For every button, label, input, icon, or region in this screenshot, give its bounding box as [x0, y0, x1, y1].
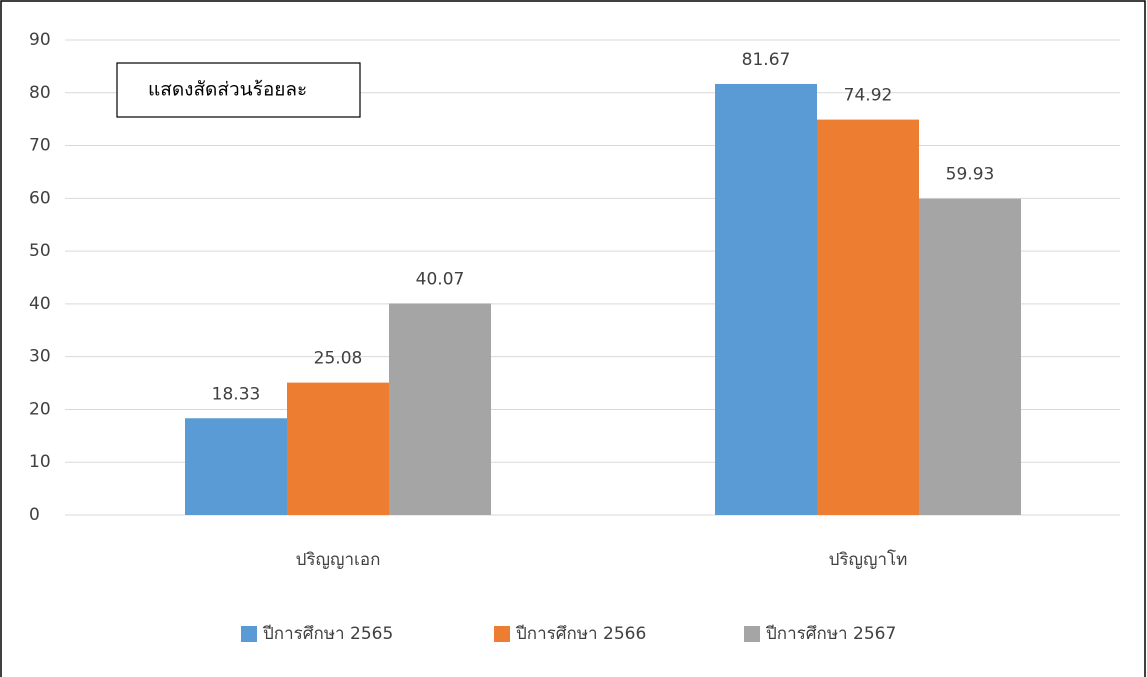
legend-swatch [241, 626, 257, 642]
y-tick-label: 70 [29, 136, 51, 156]
y-tick-label: 60 [29, 188, 51, 208]
chart-title: แสดงสัดส่วนร้อยละ [148, 79, 307, 101]
x-tick-label: ปริญญาเอก [296, 550, 381, 570]
data-label: 74.92 [844, 86, 893, 106]
data-label: 59.93 [946, 165, 995, 185]
data-label: 18.33 [212, 384, 261, 404]
bar [817, 120, 919, 515]
legend-label: ปีการศึกษา 2565 [262, 624, 393, 644]
y-tick-label: 20 [29, 399, 51, 419]
legend-swatch [494, 626, 510, 642]
bar [185, 418, 287, 515]
legend-swatch [744, 626, 760, 642]
data-label: 40.07 [416, 270, 465, 290]
bar [389, 304, 491, 515]
y-tick-label: 30 [29, 347, 51, 367]
y-tick-label: 90 [29, 30, 51, 50]
legend-label: ปีการศึกษา 2566 [515, 624, 646, 644]
bar [919, 199, 1021, 515]
data-label: 81.67 [742, 50, 791, 70]
chart: 0 10 20 30 40 50 60 70 80 90 ปริญญาเอก 18.33 25.08 40… [0, 0, 1147, 677]
y-tick-label: 10 [29, 452, 51, 472]
bar [715, 84, 817, 515]
data-label: 25.08 [314, 349, 363, 369]
bar [287, 383, 389, 515]
y-tick-label: 80 [29, 83, 51, 103]
x-tick-label: ปริญญาโท [829, 549, 908, 570]
y-tick-label: 0 [29, 505, 40, 525]
page: 0 10 20 30 40 50 60 70 80 90 ปริญญาเอก 18.33 25.08 40… [0, 0, 1147, 677]
y-tick-label: 40 [29, 294, 51, 314]
legend-label: ปีการศึกษา 2567 [765, 624, 896, 644]
y-tick-label: 50 [29, 241, 51, 261]
